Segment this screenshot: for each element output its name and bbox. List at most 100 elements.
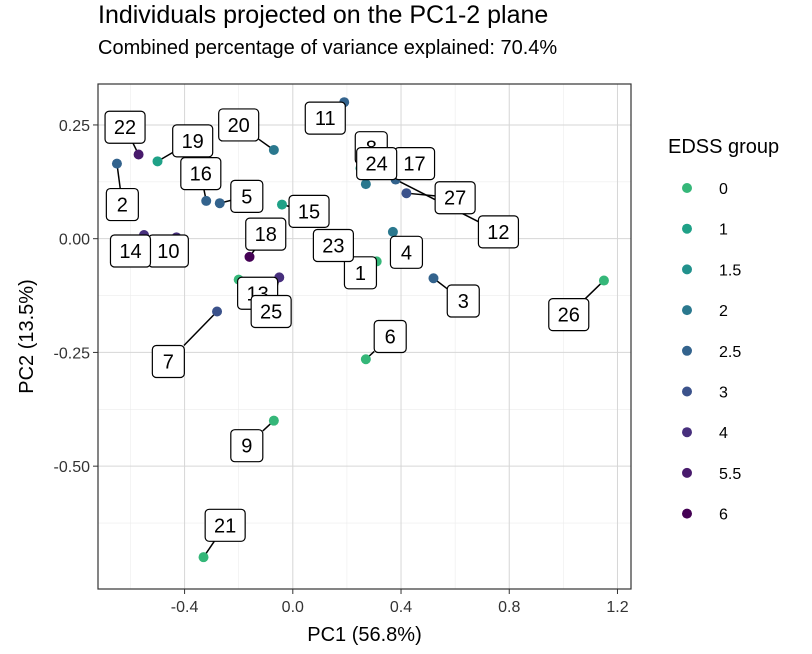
y-tick-label: 0.00 [59,232,90,249]
data-point-19 [152,156,163,167]
point-label-17: 17 [403,154,425,176]
legend-key-6 [682,508,692,519]
point-label-11: 11 [315,108,336,130]
point-label-box-23 [312,228,354,263]
legend-label: 3 [719,385,728,402]
data-point-26 [598,275,609,286]
point-label-box-18 [245,217,287,251]
label-connector-7 [183,310,218,347]
y-tick-label: 0.25 [59,118,90,135]
x-tick-label: 0.8 [498,599,520,616]
data-point-27 [401,188,412,199]
point-label-3: 3 [458,291,469,313]
point-label-box-20 [218,108,260,142]
point-label-box-19 [172,124,214,158]
legend-key-1 [682,223,692,234]
legend-label: 1.5 [719,262,741,279]
data-point-20 [268,144,279,155]
x-tick-label: -0.4 [171,599,199,616]
point-label-box-12 [477,215,520,249]
point-label-16: 16 [190,164,212,186]
data-point-22 [133,149,144,160]
point-label-box-24 [356,147,398,181]
point-label-10: 10 [157,241,179,263]
legend-key-3 [682,386,692,397]
chart-subtitle: Combined percentage of variance explaine… [98,37,558,59]
point-label-9: 9 [241,436,252,458]
point-label-1: 1 [355,263,366,285]
legend-label: 2.5 [719,344,741,361]
point-label-box-14 [109,234,152,268]
point-label-box-3 [446,284,480,318]
point-label-box-9 [230,429,264,463]
point-label-2: 2 [117,195,128,217]
data-point-5 [214,198,225,209]
point-label-14: 14 [119,241,141,263]
point-label-18: 18 [255,224,277,246]
point-label-24: 24 [366,154,388,176]
legend-title: EDSS group [668,136,779,158]
data-point-21 [198,552,209,563]
point-label-23: 23 [322,236,344,258]
point-label-4: 4 [401,242,412,264]
x-tick-label: 0.0 [282,599,304,616]
point-label-box-16 [180,157,222,191]
legend-label: 1 [719,222,728,239]
data-point-6 [360,354,371,365]
point-label-25: 25 [260,301,282,323]
point-label-box-5 [230,179,264,213]
y-tick-label: -0.50 [54,459,91,476]
point-label-5: 5 [241,186,252,208]
point-label-box-25 [250,294,292,329]
legend-label: 2 [719,303,728,320]
axis-layer: -0.4 0.0 0.4 0.8 1.2 0.25 0.00 -0.25 -0.50 [54,118,629,616]
legend-label: 5.5 [719,466,741,483]
point-label-21: 21 [214,515,236,537]
data-point-3 [428,273,439,284]
point-label-box-6 [373,319,407,354]
point-label-box-4 [389,235,424,269]
point-label-box-22 [104,110,146,144]
point-label-19: 19 [182,131,204,153]
point-label-box-11 [304,101,346,135]
point-label-20: 20 [228,115,250,137]
x-tick-label: 0.4 [390,599,412,616]
point-label-12: 12 [487,222,509,244]
data-point-4 [387,226,398,237]
data-point-7 [212,306,223,317]
point-label-box-27 [434,181,476,215]
point-label-22: 22 [114,117,136,139]
data-point-9 [268,415,279,426]
point-label-7: 7 [163,352,174,374]
data-point-24 [360,179,371,190]
legend-key-4 [682,427,692,438]
legend-key-2.5 [682,345,692,356]
point-label-box-1 [343,256,378,290]
point-label-box-2 [105,187,139,222]
legend-label: 4 [719,425,728,442]
plot-panel-border [97,83,632,590]
point-label-27: 27 [444,188,466,210]
y-axis-title: PC2 (13.5%) [16,279,38,394]
point-label-box-26 [548,298,590,332]
point-label-box-15 [288,194,330,228]
point-label-6: 6 [385,327,396,349]
legend: EDSS group 0 1 1.5 2 2.5 3 4 5.5 6 [668,136,779,524]
data-point-2 [111,158,122,169]
legend-key-0 [682,183,692,193]
y-tick-label: -0.25 [54,345,91,362]
point-label-26: 26 [558,305,580,327]
point-label-box-7 [151,344,185,379]
legend-label: 6 [719,507,728,524]
point-label-box-21 [204,508,246,542]
data-point-15 [276,199,287,210]
chart-title: Individuals projected on the PC1-2 plane [98,1,549,29]
data-point-18 [244,251,255,262]
x-axis-title: PC1 (56.8%) [307,624,422,646]
legend-key-1.5 [682,264,692,275]
legend-key-2 [682,305,692,316]
x-tick-label: 1.2 [606,599,628,616]
point-label-15: 15 [298,201,320,223]
legend-label: 0 [719,181,728,198]
